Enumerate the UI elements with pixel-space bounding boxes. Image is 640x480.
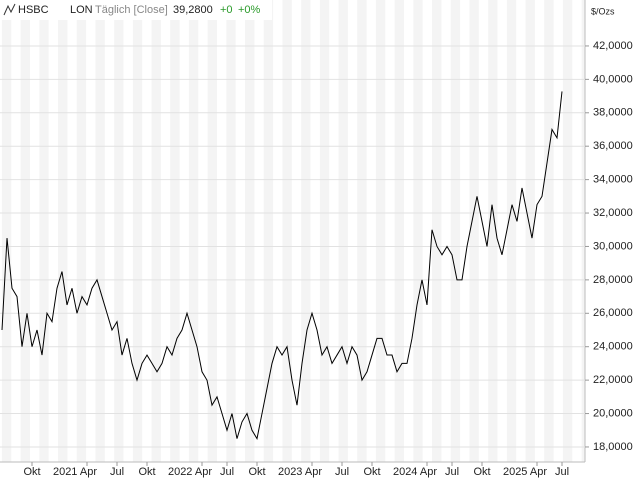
month-band <box>469 0 479 462</box>
month-band <box>319 0 330 462</box>
y-tick-label: 28,0000 <box>593 274 633 286</box>
month-band <box>301 0 311 462</box>
last-price: 39,2800 <box>173 4 213 16</box>
month-band <box>76 0 87 462</box>
x-tick-label: Okt <box>248 466 265 478</box>
change: +0 <box>220 4 233 16</box>
y-tick-label: 26,0000 <box>593 307 633 319</box>
x-tick-label: 2023 Apr <box>278 466 322 478</box>
plot <box>1 91 563 440</box>
month-band <box>188 0 199 462</box>
month-band <box>263 0 274 462</box>
y-tick-label: 30,0000 <box>593 240 633 252</box>
y-tick-label: 34,0000 <box>593 174 633 186</box>
x-tick-label: 2024 Apr <box>393 466 437 478</box>
month-band <box>544 0 554 462</box>
month-band <box>488 0 498 462</box>
y-tick-label: 40,0000 <box>593 73 633 85</box>
x-tick-label: Okt <box>138 466 155 478</box>
x-tick-label: 2025 Apr <box>503 466 547 478</box>
month-band <box>506 0 517 462</box>
month-band <box>151 0 161 462</box>
y-tick-label: 36,0000 <box>593 140 633 152</box>
month-band <box>245 0 255 462</box>
month-band <box>58 0 68 462</box>
month-band <box>282 0 292 462</box>
symbol-icon <box>3 3 16 16</box>
month-band <box>394 0 404 462</box>
month-band <box>413 0 423 462</box>
month-band <box>170 0 180 462</box>
y-tick-label: 20,0000 <box>593 407 633 419</box>
month-band <box>20 0 30 462</box>
month-band <box>207 0 217 462</box>
month-band <box>1 0 12 462</box>
x-tick-label: Okt <box>473 466 490 478</box>
header-box <box>0 0 272 20</box>
price-line <box>1 91 563 440</box>
month-band <box>132 0 143 462</box>
month-bands <box>0 0 586 463</box>
y-tick-label: 42,0000 <box>593 40 633 52</box>
x-tick-label: 2021 Apr <box>53 466 97 478</box>
month-band <box>357 0 367 462</box>
month-band <box>338 0 348 462</box>
month-band <box>562 0 573 462</box>
month-band <box>450 0 461 462</box>
x-tick-label: Jul <box>335 466 349 478</box>
unit-label: $/Ozs <box>591 6 615 16</box>
exchange: LON <box>70 4 93 16</box>
x-tick-label: Jul <box>110 466 124 478</box>
interval: Täglich [Close] <box>95 4 168 16</box>
month-band <box>432 0 442 462</box>
x-tick-label: Okt <box>23 466 40 478</box>
symbol[interactable]: HSBC <box>18 4 49 16</box>
x-tick-label: 2022 Apr <box>168 466 212 478</box>
change-pct: +0% <box>238 4 261 16</box>
month-band <box>39 0 49 462</box>
y-tick-label: 18,0000 <box>593 441 633 453</box>
month-band <box>375 0 386 462</box>
month-band <box>226 0 236 462</box>
month-band <box>581 0 585 462</box>
y-tick-label: 24,0000 <box>593 341 633 353</box>
grid <box>0 45 589 466</box>
y-tick-label: 32,0000 <box>593 207 633 219</box>
x-tick-label: Jul <box>220 466 234 478</box>
month-band <box>95 0 105 462</box>
x-tick-label: Okt <box>363 466 380 478</box>
y-tick-label: 22,0000 <box>593 374 633 386</box>
x-tick-label: Jul <box>555 466 569 478</box>
month-band <box>114 0 124 462</box>
x-tick-label: Jul <box>445 466 459 478</box>
y-tick-label: 38,0000 <box>593 107 633 119</box>
